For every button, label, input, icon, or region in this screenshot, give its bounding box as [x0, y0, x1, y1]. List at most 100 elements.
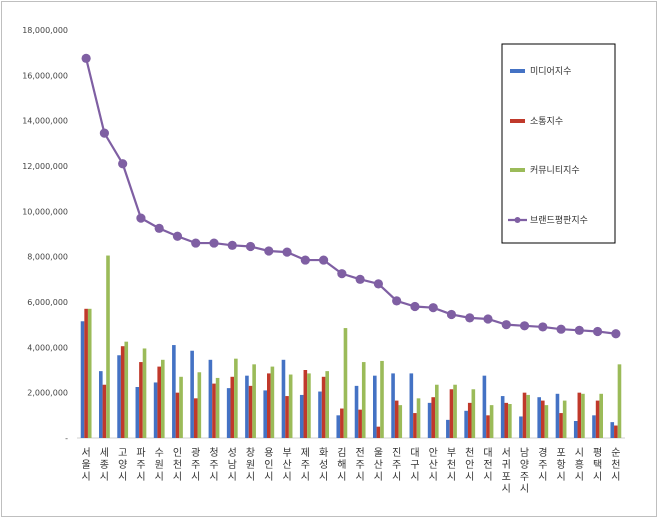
bar-2	[614, 425, 618, 438]
bar-3	[544, 405, 549, 438]
brand-index-point	[264, 246, 274, 256]
brand-index-point	[611, 329, 621, 339]
bar-2	[267, 373, 271, 438]
bar-2	[212, 383, 216, 438]
brand-index-point	[410, 301, 420, 312]
brand-index-point	[483, 314, 493, 324]
brand-index-point	[574, 325, 584, 335]
bar-3	[325, 371, 329, 438]
y-tick-label: 10,000,000	[22, 207, 68, 216]
brand-index-point	[245, 241, 256, 252]
bar-1	[336, 415, 341, 438]
y-tick-label: -	[65, 434, 68, 443]
bar-2	[102, 384, 107, 438]
bar-1	[592, 415, 596, 438]
bar-1	[99, 371, 103, 438]
bar-3	[562, 400, 567, 438]
bar-3	[581, 393, 585, 438]
bar-1	[281, 359, 286, 438]
brand-index-point	[538, 322, 548, 332]
brand-index-point	[282, 247, 292, 257]
bar-2	[175, 392, 180, 438]
bar-2	[595, 400, 600, 438]
legend-label: 소통지수	[530, 116, 563, 127]
bar-2	[248, 385, 253, 438]
bar-2	[413, 413, 417, 438]
bar-2	[193, 398, 198, 438]
bar-3	[489, 405, 494, 438]
brand-index-point	[355, 274, 365, 284]
bar-1	[555, 393, 560, 438]
brand-index-point	[118, 159, 128, 169]
bar-1	[573, 421, 578, 438]
bar-1	[208, 359, 213, 438]
bar-3	[508, 404, 512, 438]
bar-3	[234, 358, 238, 438]
bar-3	[270, 366, 275, 438]
bar-3	[215, 377, 220, 438]
bar-1	[446, 419, 450, 438]
brand-index-point	[392, 296, 402, 306]
y-tick-label: 14,000,000	[22, 117, 68, 126]
brand-index-point	[136, 213, 146, 223]
bar-2	[504, 402, 509, 438]
bar-3	[416, 398, 421, 438]
legend-swatch	[510, 119, 525, 123]
legend-swatch-marker	[514, 217, 521, 223]
bar-3	[380, 360, 384, 438]
legend-label: 브랜드평판지수	[530, 215, 588, 226]
bar-3	[161, 359, 165, 438]
bar-3	[288, 374, 293, 438]
bar-1	[610, 422, 615, 438]
bar-2	[559, 413, 563, 438]
legend-swatch	[510, 168, 525, 172]
bar-2	[84, 308, 88, 438]
bar-1	[482, 375, 487, 438]
bar-1	[500, 396, 505, 438]
bar-3	[526, 394, 530, 438]
bar-2	[449, 389, 454, 438]
bar-2	[157, 366, 161, 438]
brand-index-point	[501, 320, 511, 330]
bar-2	[120, 346, 125, 438]
bar-2	[230, 376, 235, 438]
brand-index-point	[465, 313, 475, 323]
legend-swatch	[510, 69, 525, 73]
y-tick-label: 4,000,000	[27, 343, 68, 352]
bar-3	[471, 389, 476, 438]
bar-1	[190, 350, 194, 438]
brand-index-point	[81, 53, 91, 63]
brand-index-point	[428, 303, 438, 313]
bar-1	[226, 388, 231, 438]
bar-2	[376, 426, 381, 438]
brand-index-point	[446, 309, 457, 320]
bar-2	[139, 362, 143, 438]
y-tick-label: 6,000,000	[27, 298, 68, 307]
bar-3	[453, 384, 457, 438]
brand-index-point	[99, 128, 109, 138]
bar-1	[464, 410, 468, 438]
bar-2	[321, 376, 326, 438]
bar-1	[318, 391, 322, 438]
bar-1	[537, 397, 541, 438]
bar-3	[307, 373, 311, 438]
